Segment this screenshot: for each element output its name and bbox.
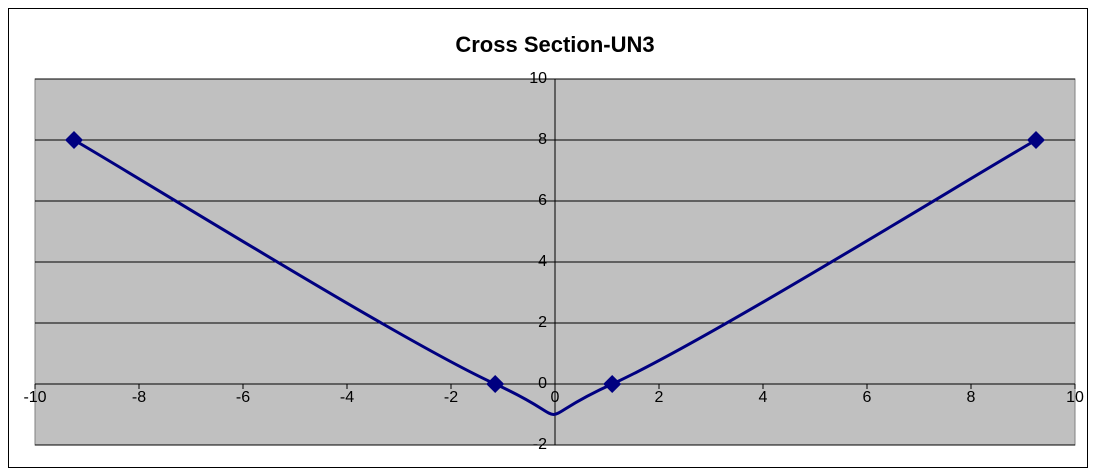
- y-tick-label: 4: [538, 253, 547, 270]
- marker: [603, 375, 622, 393]
- marker: [1027, 131, 1045, 149]
- x-tick-label: 10: [1066, 389, 1084, 406]
- x-tick-label: -8: [132, 389, 146, 406]
- x-tick-label: 4: [759, 389, 768, 406]
- y-tick-label: 10: [529, 70, 547, 87]
- y-tick-label: 2: [538, 314, 547, 331]
- x-tick-label: 8: [967, 389, 976, 406]
- x-tick-label: 2: [655, 389, 664, 406]
- x-tick-label: -6: [236, 389, 250, 406]
- x-tick-label: 6: [863, 389, 872, 406]
- marker: [65, 131, 83, 149]
- x-tick-label: -4: [340, 389, 354, 406]
- y-tick-label: 6: [538, 192, 547, 209]
- y-tick-label: 8: [538, 131, 547, 148]
- x-tick-label: -10: [23, 389, 46, 406]
- series-line: [73, 138, 1037, 416]
- marker: [486, 375, 505, 393]
- x-tick-label: -2: [444, 389, 458, 406]
- chart-title: Cross Section-UN3: [455, 32, 654, 57]
- y-tick-label: -2: [533, 436, 547, 453]
